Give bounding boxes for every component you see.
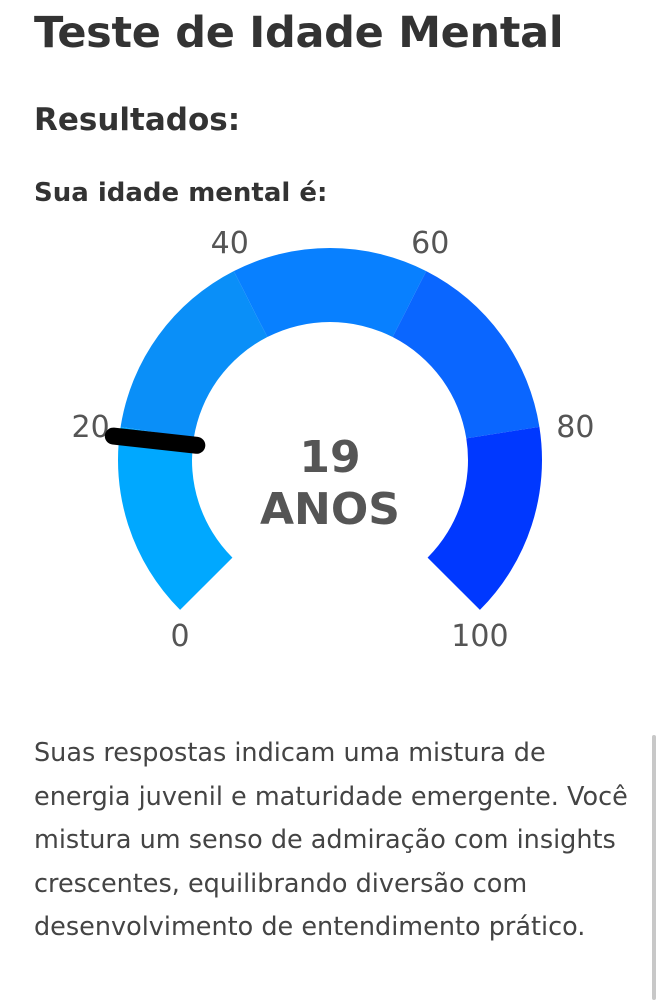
mental-age-label: Sua idade mental é:	[34, 178, 328, 208]
gauge-bands	[117, 248, 542, 610]
gauge-ticks: 0 20 40 60 80 100	[72, 226, 595, 654]
gauge-tick-label-0: 0	[171, 619, 190, 654]
gauge-tick-label-100: 100	[451, 619, 508, 654]
gauge-tick-label-60: 60	[411, 226, 449, 261]
gauge-band-3	[392, 271, 540, 439]
gauge-band-2	[233, 248, 427, 338]
gauge-band-4	[427, 426, 542, 610]
gauge-band-0	[117, 426, 233, 610]
gauge-tick-label-80: 80	[556, 410, 594, 445]
page-title: Teste de Idade Mental	[34, 8, 564, 58]
gauge-needle	[104, 427, 206, 454]
results-heading: Resultados:	[34, 102, 241, 138]
gauge-value: 19	[299, 432, 360, 483]
gauge-tick-label-40: 40	[211, 226, 249, 261]
gauge-unit: ANOS	[260, 484, 400, 535]
scrollbar[interactable]	[652, 735, 656, 1000]
gauge-tick-label-20: 20	[72, 410, 110, 445]
result-description: Suas respostas indicam uma mistura de en…	[34, 738, 628, 942]
gauge-band-1	[120, 271, 268, 439]
